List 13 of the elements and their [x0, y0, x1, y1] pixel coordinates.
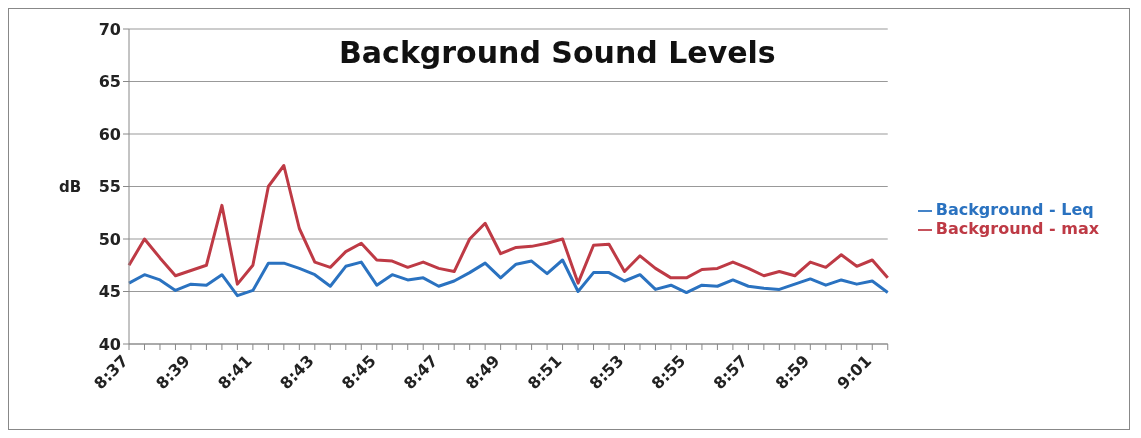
y-tick-label: 50	[98, 229, 121, 249]
legend-label: Background - Leq	[935, 200, 1094, 219]
y-axis-title: dB	[59, 177, 82, 196]
line-series	[127, 164, 890, 286]
legend-label: Background - max	[935, 219, 1099, 238]
y-tick-label: 70	[98, 19, 121, 39]
line-series	[127, 258, 890, 298]
y-tick-label: 55	[98, 177, 121, 197]
y-tick-label: 40	[98, 334, 121, 354]
y-tick-label: 45	[98, 282, 121, 302]
chart-title: Background Sound Levels	[339, 35, 776, 70]
y-tick-label: 65	[98, 72, 121, 92]
y-tick-label: 60	[98, 124, 121, 144]
